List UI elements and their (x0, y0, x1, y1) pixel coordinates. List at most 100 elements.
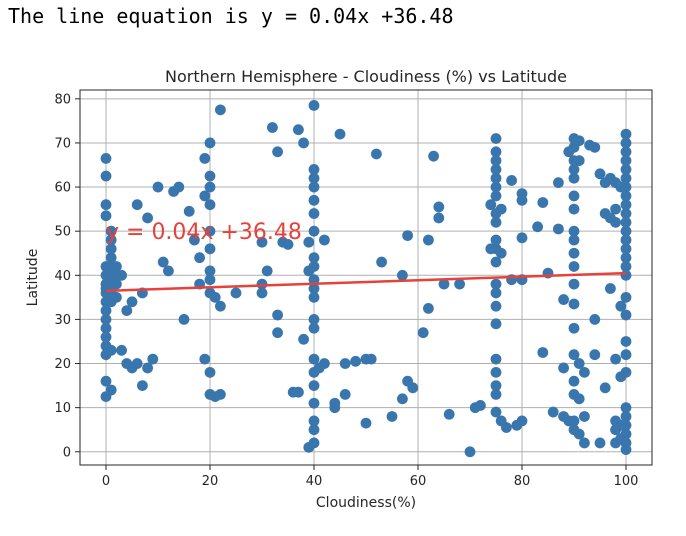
data-point (620, 208, 632, 219)
data-point (131, 199, 143, 211)
data-point (620, 366, 632, 378)
data-point (573, 358, 585, 369)
data-point (568, 261, 580, 272)
data-point (573, 135, 585, 147)
data-point (157, 256, 169, 268)
regression-equation-annotation: y = 0.04x +36.48 (106, 220, 302, 245)
data-point (376, 256, 387, 268)
data-point (620, 252, 632, 264)
data-point (589, 141, 601, 153)
data-point (568, 203, 580, 215)
data-point (490, 256, 502, 268)
data-point (308, 380, 320, 391)
data-point (433, 212, 445, 224)
data-point (620, 428, 632, 440)
data-point (308, 225, 320, 237)
data-point (620, 349, 632, 361)
data-point (579, 366, 590, 378)
data-point (620, 172, 632, 184)
data-point (568, 298, 580, 310)
data-point (308, 283, 320, 294)
data-point (490, 406, 502, 418)
data-point (204, 243, 216, 255)
data-point (204, 137, 216, 149)
data-point (568, 415, 580, 427)
x-axis-label: Cloudiness(%) (316, 495, 416, 511)
data-point (199, 353, 211, 365)
data-point (131, 358, 143, 369)
data-point (454, 278, 465, 290)
data-point (215, 104, 226, 116)
regression-line-group (105, 271, 627, 293)
data-point (516, 415, 528, 427)
x-tick-label: 80 (514, 474, 531, 489)
data-point (100, 199, 112, 211)
data-point (230, 287, 242, 299)
data-point (568, 190, 580, 202)
data-point (397, 269, 408, 281)
data-point (506, 175, 517, 186)
data-point (620, 155, 632, 166)
data-point (365, 353, 377, 365)
data-point (308, 181, 320, 193)
data-point (490, 190, 502, 202)
data-point (501, 422, 512, 433)
data-point (553, 177, 564, 189)
data-point (438, 278, 450, 290)
data-point (620, 216, 632, 228)
data-point (256, 236, 268, 248)
data-point (183, 205, 195, 217)
data-point (490, 164, 502, 175)
data-point (558, 362, 569, 374)
data-point (620, 261, 632, 272)
data-point (204, 265, 216, 277)
data-point (620, 137, 632, 149)
data-point (490, 353, 502, 365)
data-points (100, 100, 632, 458)
data-point (490, 287, 502, 299)
chart-title: Northern Hemisphere - Cloudiness (%) vs … (165, 67, 567, 86)
data-point (490, 155, 502, 166)
data-point (620, 190, 632, 202)
data-point (589, 349, 601, 361)
data-point (116, 344, 127, 356)
data-point (594, 168, 606, 180)
data-point (100, 322, 112, 334)
data-point (568, 247, 580, 259)
y-tick-label: 50 (54, 225, 71, 240)
data-point (490, 172, 502, 184)
x-tick-label: 40 (306, 474, 323, 489)
data-point (579, 411, 590, 422)
data-point (620, 269, 632, 281)
data-point (308, 353, 320, 365)
y-tick-label: 70 (54, 136, 71, 151)
data-point (579, 437, 590, 449)
data-point (199, 152, 211, 164)
data-point (495, 247, 507, 259)
data-point (464, 446, 476, 458)
data-point (204, 225, 216, 237)
regression-line (105, 271, 627, 293)
data-point (433, 201, 445, 213)
data-point (204, 170, 216, 182)
data-point (537, 347, 549, 358)
data-point (568, 322, 580, 334)
data-point (495, 203, 507, 215)
data-point (386, 411, 398, 422)
data-point (189, 234, 200, 246)
data-point (568, 172, 580, 184)
data-point (475, 400, 486, 411)
data-point (147, 353, 159, 365)
data-point (620, 181, 632, 193)
data-point (100, 375, 112, 387)
data-point (116, 269, 127, 281)
data-point (308, 397, 320, 409)
data-point (329, 402, 341, 414)
data-point (568, 225, 580, 237)
data-point (142, 212, 154, 224)
data-point (516, 232, 528, 244)
data-point (490, 366, 502, 378)
data-point (173, 181, 185, 193)
data-point (568, 234, 580, 246)
